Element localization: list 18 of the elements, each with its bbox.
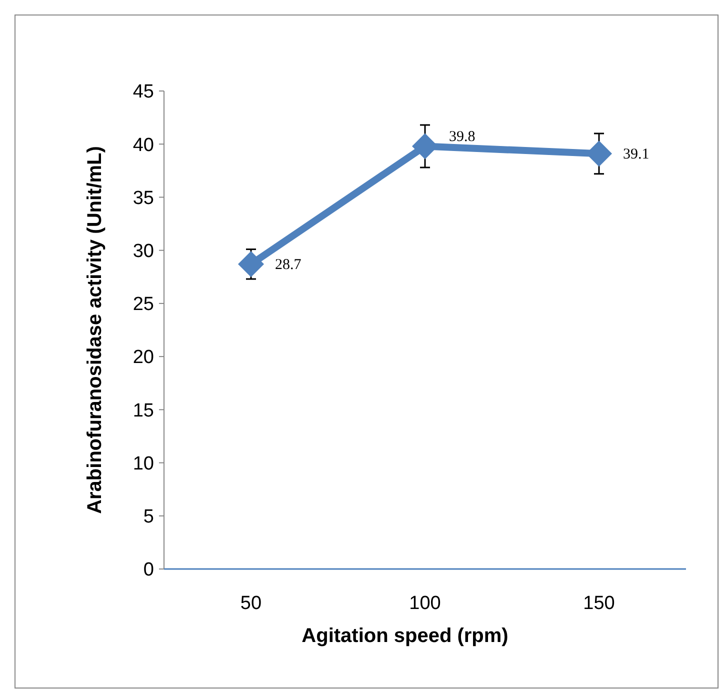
y-tick-label: 20 (132, 347, 154, 368)
x-tick-label: 50 (240, 593, 262, 614)
y-tick-label: 15 (132, 400, 154, 422)
x-axis-title: Agitation speed (rpm) (302, 625, 508, 647)
y-tick-label: 25 (132, 294, 154, 316)
data-label: 28.7 (275, 257, 302, 274)
data-label: 39.1 (623, 146, 650, 163)
y-tick-label: 0 (143, 560, 154, 581)
y-tick-label: 30 (132, 240, 154, 262)
y-tick-label: 10 (132, 453, 154, 474)
y-tick-label: 5 (143, 506, 154, 528)
x-tick-label: 100 (409, 593, 441, 614)
y-tick-label: 35 (132, 188, 154, 209)
y-tick-label: 45 (132, 82, 154, 103)
y-tick-label: 40 (132, 134, 154, 156)
y-axis-title: Arabinofuranosidase activity (Unit/mL) (84, 146, 106, 514)
x-tick-label: 150 (583, 593, 615, 614)
data-label: 39.8 (449, 129, 476, 146)
